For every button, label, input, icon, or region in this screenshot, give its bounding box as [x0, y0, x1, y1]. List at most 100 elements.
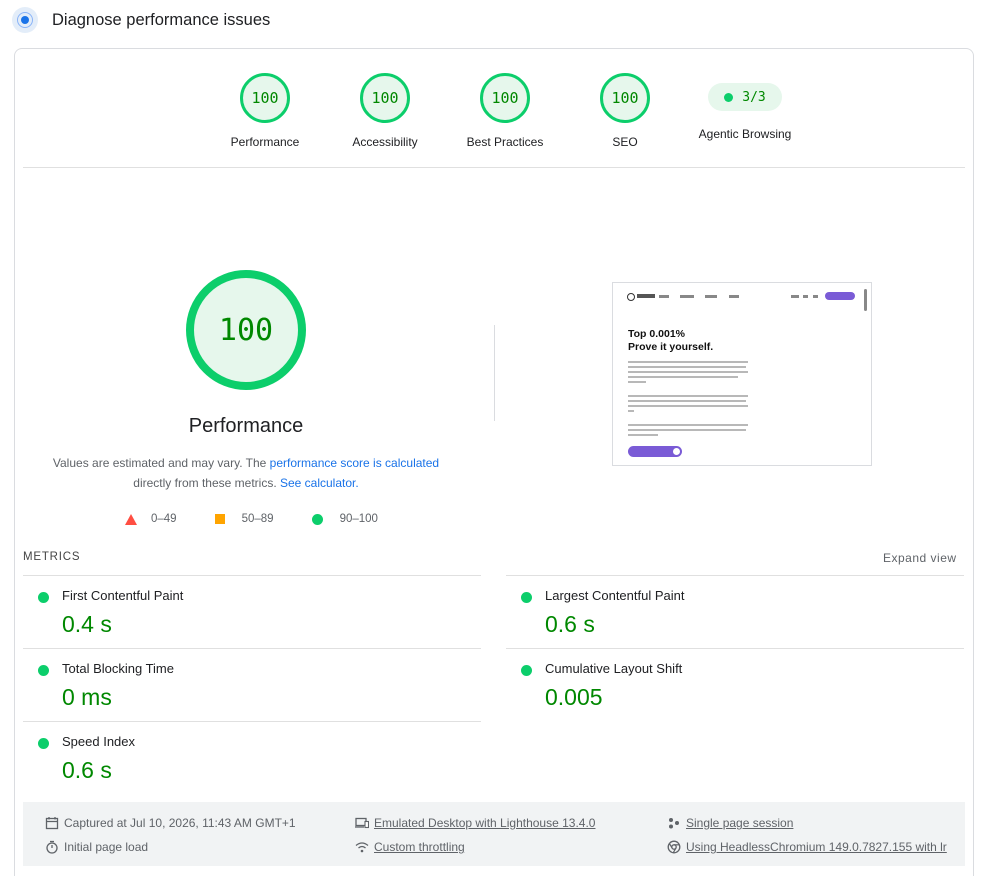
browser-link[interactable]: Using HeadlessChromium 149.0.7827.155 wi…	[686, 840, 947, 854]
devices-icon	[355, 817, 369, 829]
vertical-divider	[494, 325, 495, 421]
gauge-score: 100	[360, 73, 410, 123]
captured-info: Captured at Jul 10, 2026, 11:43 AM GMT+1	[45, 816, 296, 830]
legend-range: 0–49	[151, 513, 177, 525]
thumbnail-nav-button	[825, 292, 855, 300]
note-text: Values are estimated and may vary. The	[52, 456, 270, 470]
metric-value: 0.4 s	[62, 611, 112, 637]
thumbnail-text-line	[628, 410, 634, 412]
session-info[interactable]: Single page session	[667, 816, 793, 830]
average-square-icon	[214, 514, 225, 524]
estimate-note: Values are estimated and may vary. The p…	[51, 453, 441, 493]
initial-load-info: Initial page load	[45, 840, 148, 854]
thumbnail-nav-item	[659, 295, 669, 298]
pass-dot-icon	[724, 92, 734, 102]
metric-value: 0 ms	[62, 684, 112, 710]
thumbnail-logo-icon	[627, 293, 635, 301]
thumbnail-text-line	[628, 361, 748, 363]
metric-label: Speed Index	[62, 734, 136, 749]
gauge-seo[interactable]: 100 SEO	[565, 73, 685, 149]
legend-average: 50–89	[214, 513, 274, 525]
pass-circle-icon	[311, 513, 323, 525]
thumbnail-headline-line: Prove it yourself.	[628, 341, 714, 353]
chrome-icon	[667, 840, 681, 854]
expand-view-toggle[interactable]: Expand view	[883, 551, 957, 565]
thumbnail-logo-text	[637, 294, 655, 298]
metric-label: Largest Contentful Paint	[545, 588, 685, 603]
metric-value: 0.6 s	[545, 611, 595, 637]
emulated-info[interactable]: Emulated Desktop with Lighthouse 13.4.0	[355, 816, 595, 830]
pass-dot-icon	[38, 738, 49, 749]
calendar-icon	[45, 817, 59, 830]
metric-label: Cumulative Layout Shift	[545, 661, 683, 676]
score-gauges: 100 Performance 100 Accessibility 100 Be…	[205, 73, 805, 149]
thumbnail-scrollbar	[864, 289, 867, 311]
captured-text: Captured at Jul 10, 2026, 11:43 AM GMT+1	[64, 816, 296, 830]
thumbnail-nav	[627, 292, 855, 301]
browser-info[interactable]: Using HeadlessChromium 149.0.7827.155 wi…	[667, 840, 947, 854]
legend-range: 90–100	[339, 513, 378, 525]
lighthouse-icon	[12, 7, 38, 33]
note-text: directly from these metrics.	[133, 476, 280, 490]
session-dots-icon	[669, 818, 679, 829]
metric-first-contentful-paint: First Contentful Paint 0.4 s	[23, 575, 481, 648]
pass-dot-icon	[521, 665, 532, 676]
gauge-agentic-browsing[interactable]: 3/3 Agentic Browsing	[685, 73, 805, 149]
metric-largest-contentful-paint: Largest Contentful Paint 0.6 s	[506, 575, 964, 648]
thumbnail-text-line	[628, 424, 748, 426]
divider	[23, 167, 965, 168]
pass-dot-icon	[521, 592, 532, 603]
throttling-link[interactable]: Custom throttling	[374, 840, 465, 854]
agentic-value: 3/3	[742, 89, 766, 105]
see-calculator-link[interactable]: See calculator.	[279, 476, 359, 490]
gauge-performance[interactable]: 100 Performance	[205, 73, 325, 149]
metric-label: Total Blocking Time	[62, 661, 174, 676]
thumbnail-text-line	[628, 395, 748, 397]
thumbnail-text-line	[628, 376, 738, 378]
thumbnail-text-line	[628, 400, 746, 402]
metric-value: 0.005	[545, 684, 603, 710]
thumbnail-nav-item	[791, 295, 799, 298]
thumbnail-nav-item	[705, 295, 717, 298]
wifi-icon	[355, 842, 369, 853]
performance-gauge: 100	[186, 270, 306, 390]
throttling-info[interactable]: Custom throttling	[355, 840, 465, 854]
gauge-score: 100	[600, 73, 650, 123]
initial-load-text: Initial page load	[64, 840, 149, 854]
page-header: Diagnose performance issues	[12, 6, 270, 34]
metrics-heading: METRICS	[23, 551, 81, 563]
metric-cumulative-layout-shift: Cumulative Layout Shift 0.005	[506, 648, 964, 721]
gauge-label: Performance	[230, 135, 300, 149]
thumbnail-nav-item	[729, 295, 739, 298]
metric-label: First Contentful Paint	[62, 588, 184, 603]
gauge-label: SEO	[612, 135, 638, 149]
report-card: 100 Performance 100 Accessibility 100 Be…	[14, 48, 974, 876]
legend-fail: 0–49	[125, 513, 177, 525]
thumbnail-text-line	[628, 366, 746, 368]
session-link[interactable]: Single page session	[686, 816, 794, 830]
agentic-pill: 3/3	[708, 83, 782, 111]
gauge-score: 100	[480, 73, 530, 123]
metric-total-blocking-time: Total Blocking Time 0 ms	[23, 648, 481, 721]
gauge-accessibility[interactable]: 100 Accessibility	[325, 73, 445, 149]
gauge-best-practices[interactable]: 100 Best Practices	[445, 73, 565, 149]
thumbnail-cta-button	[628, 446, 682, 457]
thumbnail-text-line	[628, 381, 646, 383]
emulated-link[interactable]: Emulated Desktop with Lighthouse 13.4.0	[374, 816, 596, 830]
final-screenshot-thumbnail[interactable]: Top 0.001% Prove it yourself.	[612, 282, 872, 466]
thumbnail-text-line	[628, 429, 746, 431]
gauge-label: Best Practices	[466, 135, 544, 149]
gauge-score: 100	[240, 73, 290, 123]
performance-title: Performance	[188, 415, 304, 437]
score-legend: 0–49 50–89 90–100	[125, 513, 416, 525]
legend-range: 50–89	[241, 513, 274, 525]
thumbnail-text-line	[628, 434, 658, 436]
score-calculation-link[interactable]: performance score is calculated	[269, 456, 440, 470]
thumbnail-nav-item	[813, 295, 818, 298]
page-title: Diagnose performance issues	[52, 10, 271, 29]
gauge-label: Accessibility	[352, 135, 418, 149]
metric-speed-index: Speed Index 0.6 s	[23, 721, 481, 794]
pass-dot-icon	[38, 665, 49, 676]
thumbnail-text-line	[628, 405, 748, 407]
timer-icon	[46, 840, 58, 854]
